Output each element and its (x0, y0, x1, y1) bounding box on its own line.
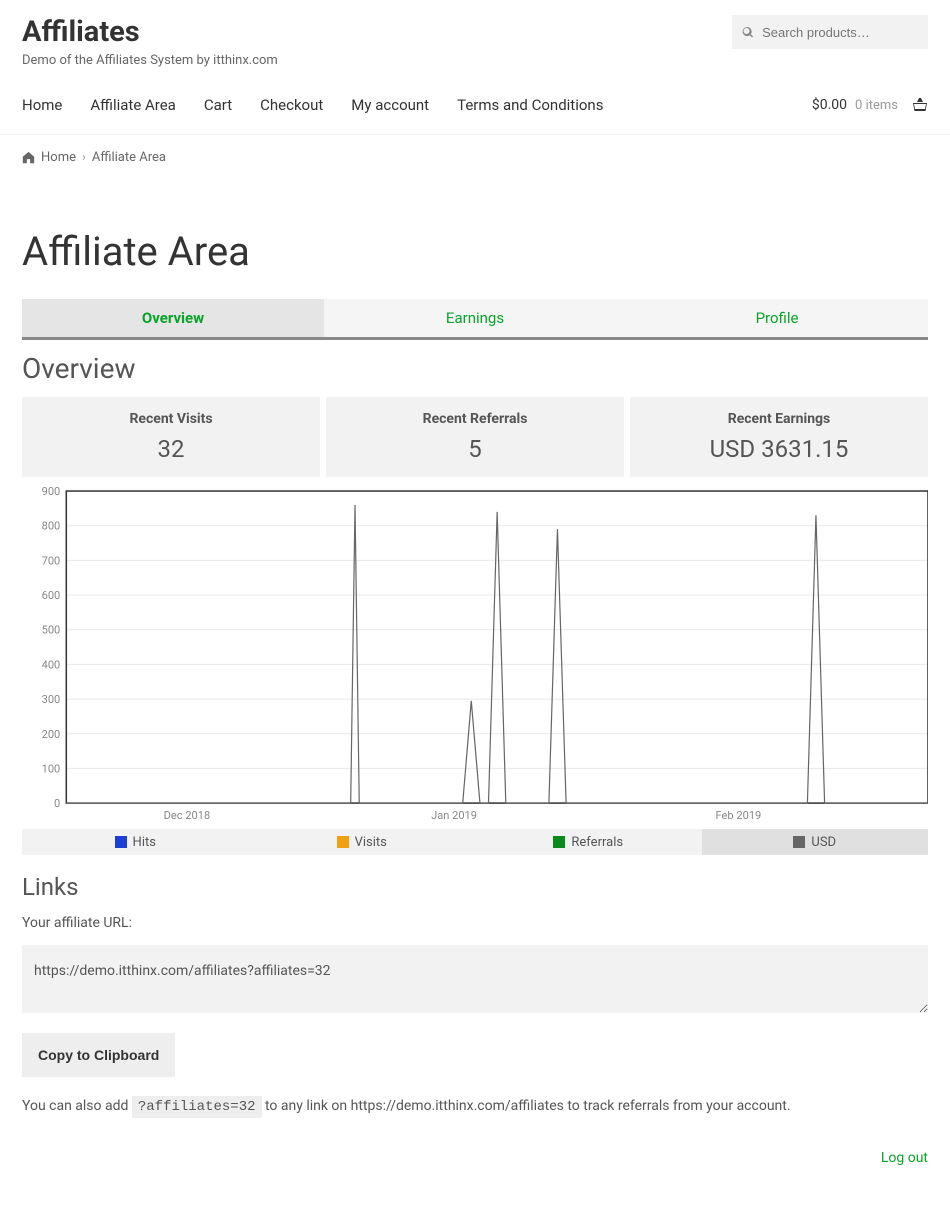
stat-value: USD 3631.15 (640, 435, 918, 463)
affiliate-note: You can also add ?affiliates=32 to any l… (22, 1095, 928, 1118)
nav-checkout[interactable]: Checkout (260, 96, 323, 114)
legend-swatch (337, 836, 349, 848)
stat-label: Recent Visits (32, 411, 310, 427)
legend-label: Referrals (571, 835, 623, 850)
stat-earnings: Recent Earnings USD 3631.15 (630, 397, 928, 477)
site-tagline: Demo of the Affiliates System by itthinx… (22, 53, 278, 68)
legend-usd[interactable]: USD (702, 829, 929, 855)
stat-referrals: Recent Referrals 5 (326, 397, 624, 477)
svg-text:Feb 2019: Feb 2019 (716, 809, 762, 822)
legend-swatch (115, 836, 127, 848)
logout-link[interactable]: Log out (881, 1150, 928, 1166)
svg-text:0: 0 (54, 797, 60, 810)
svg-text:800: 800 (42, 520, 61, 533)
nav-home[interactable]: Home (22, 96, 62, 114)
stat-label: Recent Referrals (336, 411, 614, 427)
search-icon (742, 26, 754, 39)
search-input[interactable] (754, 25, 918, 40)
svg-text:100: 100 (42, 762, 61, 775)
svg-text:Dec 2018: Dec 2018 (164, 809, 211, 822)
nav-terms[interactable]: Terms and Conditions (457, 96, 603, 114)
basket-icon (912, 97, 928, 113)
legend-visits[interactable]: Visits (249, 829, 476, 855)
legend-hits[interactable]: Hits (22, 829, 249, 855)
breadcrumb-separator: › (82, 150, 86, 165)
affiliate-url-box[interactable] (22, 945, 928, 1013)
legend-referrals[interactable]: Referrals (475, 829, 702, 855)
links-heading: Links (22, 873, 928, 901)
section-heading: Overview (22, 352, 928, 385)
svg-text:500: 500 (42, 624, 61, 637)
copy-button[interactable]: Copy to Clipboard (22, 1033, 175, 1077)
svg-text:900: 900 (42, 487, 61, 498)
tab-earnings[interactable]: Earnings (324, 299, 626, 337)
nav-my-account[interactable]: My account (351, 96, 429, 114)
chart: 0 100 200 300 400 500 600 700 800 900 Dec 2018 Jan … (22, 487, 928, 823)
affiliate-code: ?affiliates=32 (132, 1096, 262, 1118)
chart-svg: 0 100 200 300 400 500 600 700 800 900 Dec 2018 Jan … (22, 487, 928, 823)
stat-visits: Recent Visits 32 (22, 397, 320, 477)
nav-cart[interactable]: Cart (204, 96, 232, 114)
chart-legend: Hits Visits Referrals USD (22, 829, 928, 855)
legend-label: Hits (133, 835, 156, 850)
stats-row: Recent Visits 32 Recent Referrals 5 Rece… (22, 397, 928, 477)
svg-text:Jan 2019: Jan 2019 (431, 809, 477, 822)
svg-text:300: 300 (42, 693, 61, 706)
svg-text:600: 600 (42, 589, 61, 602)
tab-overview[interactable]: Overview (22, 299, 324, 337)
cart-link[interactable]: $0.00 0 items (812, 97, 928, 113)
stat-value: 32 (32, 435, 310, 463)
breadcrumb-home[interactable]: Home (41, 150, 76, 165)
legend-label: Visits (355, 835, 387, 850)
main-nav: Home Affiliate Area Cart Checkout My acc… (22, 96, 603, 114)
breadcrumb-current: Affiliate Area (92, 150, 166, 165)
legend-label: USD (811, 835, 836, 850)
url-label: Your affiliate URL: (22, 915, 928, 931)
legend-swatch (793, 836, 805, 848)
search-box[interactable] (732, 15, 928, 49)
cart-amount: $0.00 (812, 97, 847, 113)
breadcrumb: Home › Affiliate Area (0, 135, 950, 180)
tab-profile[interactable]: Profile (626, 299, 928, 337)
page-title: Affiliate Area (22, 228, 928, 275)
svg-text:200: 200 (42, 728, 61, 741)
cart-count: 0 items (855, 98, 898, 113)
tab-bar: Overview Earnings Profile (22, 299, 928, 340)
stat-label: Recent Earnings (640, 411, 918, 427)
home-icon (22, 151, 35, 164)
svg-text:400: 400 (42, 658, 61, 671)
legend-swatch (553, 836, 565, 848)
site-title: Affiliates (22, 15, 278, 49)
nav-affiliate-area[interactable]: Affiliate Area (90, 96, 175, 114)
svg-text:700: 700 (42, 554, 61, 567)
stat-value: 5 (336, 435, 614, 463)
